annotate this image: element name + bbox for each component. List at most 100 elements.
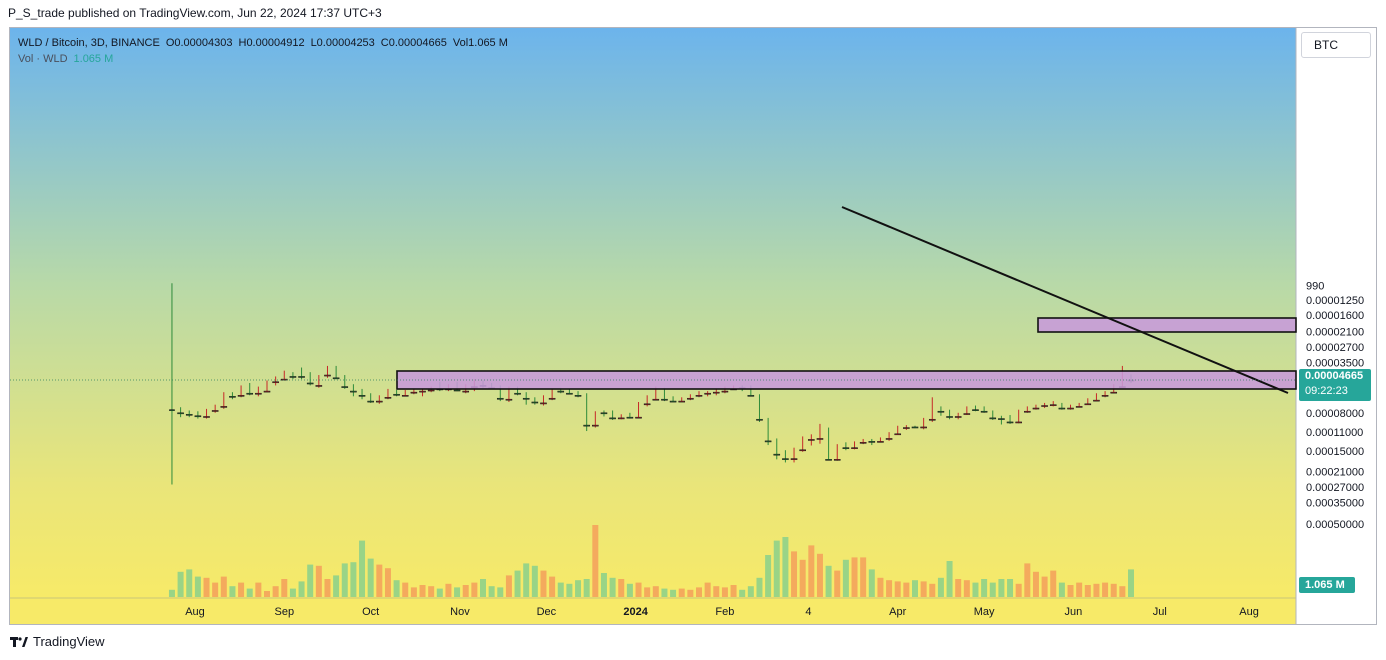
candle[interactable] <box>877 437 884 443</box>
candle[interactable] <box>808 434 815 446</box>
candle[interactable] <box>194 411 202 419</box>
candle[interactable] <box>1006 415 1014 424</box>
candle[interactable] <box>246 382 254 396</box>
candle[interactable] <box>1049 401 1057 407</box>
candle[interactable] <box>920 417 927 430</box>
candle[interactable] <box>298 367 305 380</box>
candle[interactable] <box>401 390 409 397</box>
candle[interactable] <box>358 388 366 400</box>
candle[interactable] <box>384 388 392 400</box>
candle[interactable] <box>531 397 539 405</box>
candle[interactable] <box>376 395 383 404</box>
descending-trendline[interactable] <box>841 206 1289 394</box>
candle[interactable] <box>574 391 582 398</box>
candle[interactable] <box>782 450 789 463</box>
candle[interactable] <box>963 406 971 416</box>
candle[interactable] <box>643 395 651 407</box>
candle[interactable] <box>833 444 841 461</box>
candle[interactable] <box>306 372 314 386</box>
candle[interactable] <box>583 393 590 432</box>
candle[interactable] <box>367 393 374 403</box>
candle[interactable] <box>332 365 340 380</box>
candle[interactable] <box>1084 398 1092 406</box>
candle[interactable] <box>661 387 668 402</box>
candle[interactable] <box>237 385 245 398</box>
candle[interactable] <box>177 407 184 418</box>
candle[interactable] <box>687 394 694 401</box>
candle[interactable] <box>203 408 210 419</box>
candle[interactable] <box>419 388 426 397</box>
candle[interactable] <box>678 397 686 403</box>
candle[interactable] <box>393 390 400 397</box>
candle[interactable] <box>972 405 979 412</box>
currency-scale-button[interactable]: BTC <box>1301 32 1371 58</box>
candle[interactable] <box>1075 402 1083 408</box>
candle[interactable] <box>592 411 599 428</box>
candle[interactable] <box>280 370 288 381</box>
candle[interactable] <box>600 410 608 417</box>
candle[interactable] <box>255 386 262 397</box>
candle[interactable] <box>609 410 616 420</box>
candle[interactable] <box>617 414 625 420</box>
candle[interactable] <box>1067 404 1074 410</box>
chart-canvas[interactable]: 0.00050000 0.00035000 0.00027000 0.00021000… <box>10 28 1376 624</box>
candle[interactable] <box>1041 402 1048 409</box>
candle[interactable] <box>315 375 323 388</box>
candle[interactable] <box>263 380 271 393</box>
candle[interactable] <box>851 441 858 450</box>
candle[interactable] <box>998 415 1005 425</box>
candle[interactable] <box>289 372 297 380</box>
candle[interactable] <box>937 406 945 416</box>
candle[interactable] <box>229 392 236 400</box>
candle[interactable] <box>911 425 919 429</box>
candle[interactable] <box>928 397 936 422</box>
candle[interactable] <box>790 447 798 463</box>
candle[interactable] <box>169 283 175 485</box>
candle[interactable] <box>350 384 357 397</box>
candle[interactable] <box>1058 402 1066 410</box>
candle[interactable] <box>185 410 193 418</box>
volume-bar <box>972 582 979 597</box>
candle[interactable] <box>548 388 556 401</box>
candle[interactable] <box>704 391 711 397</box>
candle[interactable] <box>341 375 349 389</box>
candle[interactable] <box>1101 391 1109 398</box>
candle[interactable] <box>1032 404 1040 410</box>
resistance-zone-upper[interactable] <box>1037 317 1297 333</box>
last-price-tag: 0.00004665 09:22:23 <box>1299 369 1371 401</box>
candle[interactable] <box>954 412 962 420</box>
candle[interactable] <box>522 392 530 405</box>
candle[interactable] <box>669 396 677 403</box>
volume-indicator-label[interactable]: Vol · WLD <box>18 53 68 65</box>
legend-symbol[interactable]: WLD / Bitcoin, 3D, BINANCE <box>18 37 160 49</box>
candle[interactable] <box>540 395 547 406</box>
candle[interactable] <box>885 432 893 441</box>
candle[interactable] <box>903 425 910 430</box>
candle[interactable] <box>764 417 772 446</box>
candle[interactable] <box>756 394 763 422</box>
candle[interactable] <box>799 436 806 452</box>
support-zone-lower[interactable] <box>396 370 1297 390</box>
candle[interactable] <box>211 404 219 413</box>
candle[interactable] <box>989 410 997 420</box>
candle[interactable] <box>825 427 832 461</box>
candle[interactable] <box>712 388 720 396</box>
candle[interactable] <box>842 442 850 451</box>
candle[interactable] <box>1015 409 1022 424</box>
candle[interactable] <box>695 391 703 398</box>
candle[interactable] <box>773 438 781 460</box>
candle[interactable] <box>1024 406 1031 413</box>
candle[interactable] <box>324 365 331 378</box>
candle[interactable] <box>626 412 634 419</box>
candle[interactable] <box>894 425 902 436</box>
candle[interactable] <box>859 438 867 445</box>
candle[interactable] <box>868 438 876 446</box>
candle[interactable] <box>946 409 953 420</box>
candle[interactable] <box>816 423 824 444</box>
candle[interactable] <box>1093 393 1100 402</box>
candle[interactable] <box>635 402 642 419</box>
candle[interactable] <box>980 406 988 413</box>
candle[interactable] <box>220 392 228 409</box>
candle[interactable] <box>272 376 279 386</box>
footer-brand[interactable]: TradingView <box>10 634 105 649</box>
